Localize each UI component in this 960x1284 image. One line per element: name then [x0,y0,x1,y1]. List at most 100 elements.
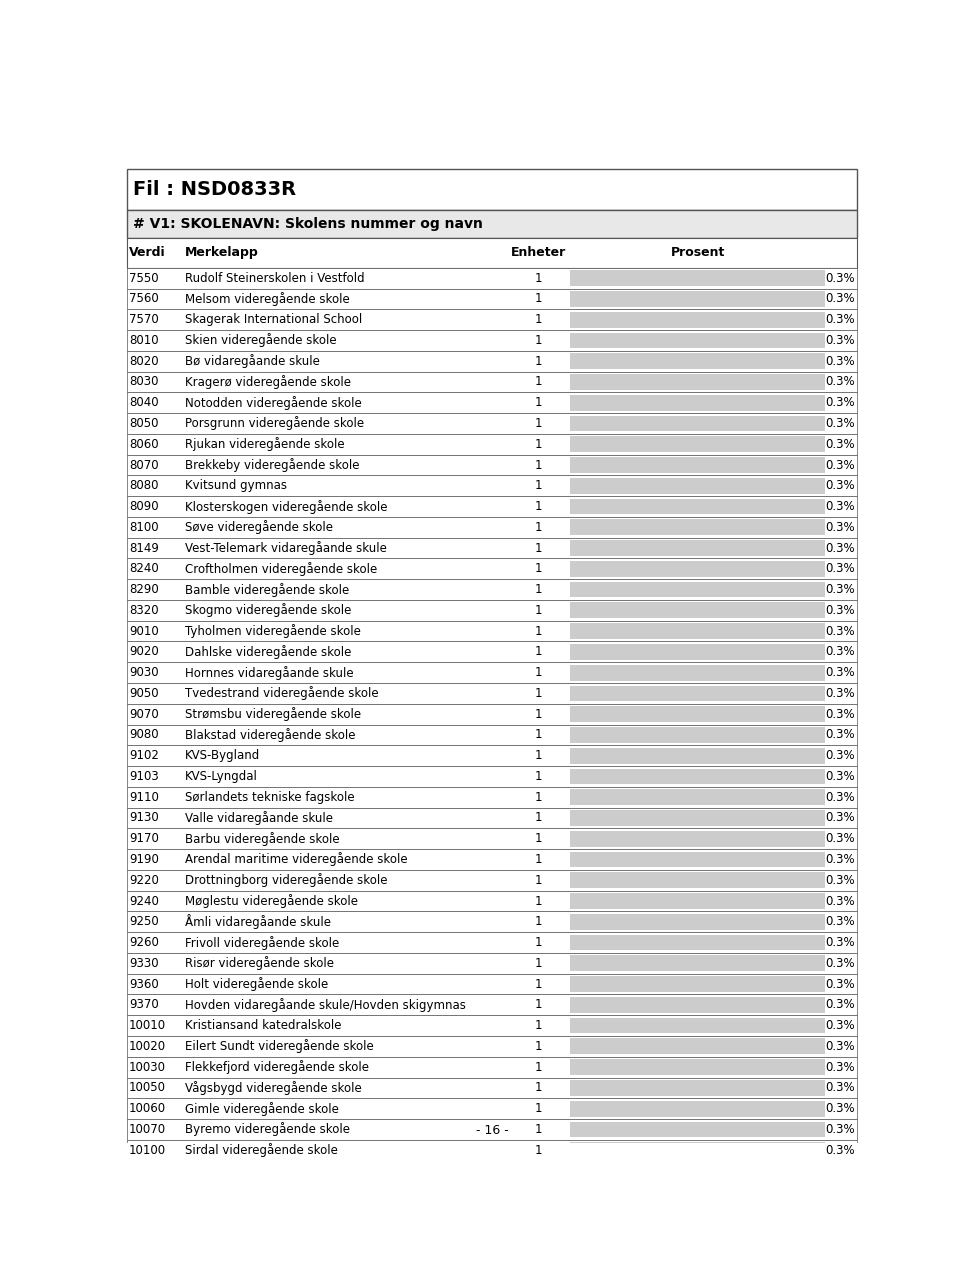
Text: 9020: 9020 [129,646,158,659]
Text: 1: 1 [535,1061,542,1073]
Bar [570,623,826,639]
Text: 9360: 9360 [129,977,158,990]
Bar [570,935,826,950]
Bar [570,851,826,868]
Text: 1: 1 [535,811,542,824]
Text: Søve videregående skole: Søve videregående skole [184,520,333,534]
Bar [128,1077,856,1098]
Text: # V1: SKOLENAVN: Skolens nummer og navn: # V1: SKOLENAVN: Skolens nummer og navn [133,217,483,231]
Bar [128,1016,856,1036]
Text: 1: 1 [535,853,542,865]
Bar [570,602,826,618]
Bar [570,665,826,681]
Bar [570,395,826,411]
Bar [128,538,856,559]
Text: Vest-Telemark vidaregåande skule: Vest-Telemark vidaregåande skule [184,541,387,555]
Text: Blakstad videregående skole: Blakstad videregående skole [184,728,355,742]
Bar [128,912,856,932]
Bar [128,211,856,238]
Text: Rjukan videregående skole: Rjukan videregående skole [184,438,345,451]
Text: 1: 1 [535,915,542,928]
Text: 9190: 9190 [129,853,158,865]
Text: 0.3%: 0.3% [826,603,855,616]
Text: 9103: 9103 [129,770,158,783]
Text: 1: 1 [535,936,542,949]
Bar [128,169,856,211]
Text: 0.3%: 0.3% [826,770,855,783]
Bar [570,955,826,971]
Text: 1: 1 [535,562,542,575]
Text: 1: 1 [535,1081,542,1094]
Text: 1: 1 [535,479,542,492]
Text: Kristiansand katedralskole: Kristiansand katedralskole [184,1019,341,1032]
Bar [570,478,826,493]
Text: Dahlske videregående skole: Dahlske videregående skole [184,645,351,659]
Bar [570,374,826,390]
Text: Bamble videregående skole: Bamble videregående skole [184,583,349,597]
Text: 1: 1 [535,603,542,616]
Bar [570,416,826,431]
Text: 0.3%: 0.3% [826,417,855,430]
Bar [570,894,826,909]
Text: 0.3%: 0.3% [826,666,855,679]
Bar [570,790,826,805]
Text: Skagerak International School: Skagerak International School [184,313,362,326]
Text: 8010: 8010 [129,334,158,347]
Text: 8100: 8100 [129,521,158,534]
Text: 0.3%: 0.3% [826,458,855,471]
Bar [128,745,856,767]
Bar [128,351,856,371]
Text: Strømsbu videregående skole: Strømsbu videregående skole [184,707,361,722]
Text: 9220: 9220 [129,874,158,887]
Text: 0.3%: 0.3% [826,1019,855,1032]
Text: 9110: 9110 [129,791,158,804]
Text: 0.3%: 0.3% [826,1081,855,1094]
Text: 10020: 10020 [129,1040,166,1053]
Bar [570,976,826,993]
Bar [128,413,856,434]
Text: 8080: 8080 [129,479,158,492]
Bar [128,1140,856,1161]
Text: Klosterskogen videregående skole: Klosterskogen videregående skole [184,499,387,514]
Text: 8070: 8070 [129,458,158,471]
Text: 1: 1 [535,293,542,306]
Text: 9370: 9370 [129,999,158,1012]
Bar [128,849,856,869]
Text: 0.3%: 0.3% [826,542,855,555]
Bar [128,579,856,600]
Bar [570,1039,826,1054]
Text: Risør videregående skole: Risør videregående skole [184,957,334,971]
Text: 8149: 8149 [129,542,158,555]
Text: 9102: 9102 [129,749,158,763]
Bar [570,291,826,307]
Text: Bø vidaregåande skule: Bø vidaregåande skule [184,354,320,369]
Text: Porsgrunn videregående skole: Porsgrunn videregående skole [184,416,364,430]
Text: 1: 1 [535,458,542,471]
Text: Skien videregående skole: Skien videregående skole [184,334,336,348]
Text: 1: 1 [535,354,542,367]
Text: 1: 1 [535,957,542,969]
Bar [570,1018,826,1034]
Bar [128,309,856,330]
Bar [570,645,826,660]
Text: 0.3%: 0.3% [826,313,855,326]
Text: 1: 1 [535,499,542,514]
Text: 0.3%: 0.3% [826,915,855,928]
Text: 0.3%: 0.3% [826,791,855,804]
Bar [128,393,856,413]
Text: 1: 1 [535,1019,542,1032]
Text: 0.3%: 0.3% [826,874,855,887]
Bar [570,457,826,473]
Bar [128,683,856,704]
Text: 9080: 9080 [129,728,158,741]
Text: 1: 1 [535,707,542,720]
Text: 0.3%: 0.3% [826,853,855,865]
Text: Verdi: Verdi [129,247,165,259]
Text: 0.3%: 0.3% [826,562,855,575]
Text: Eilert Sundt videregående skole: Eilert Sundt videregående skole [184,1039,373,1053]
Text: 1: 1 [535,1144,542,1157]
Text: 1: 1 [535,417,542,430]
Bar [128,330,856,351]
Text: 8050: 8050 [129,417,158,430]
Bar [128,1098,856,1120]
